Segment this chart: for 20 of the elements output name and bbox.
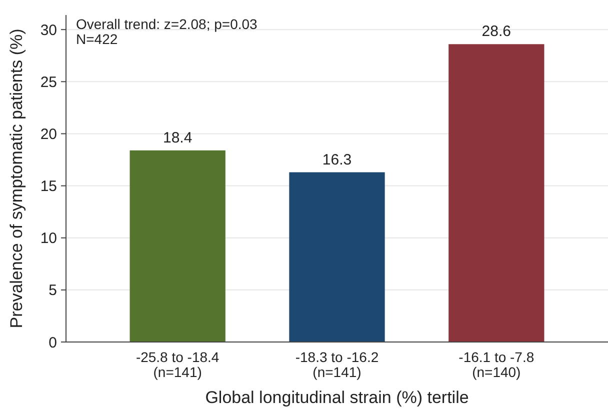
x-axis-title: Global longitudinal strain (%) tertile bbox=[205, 388, 469, 407]
y-tick-label: 30 bbox=[40, 22, 57, 39]
x-tick-label: -25.8 to -18.4 (n=141) bbox=[136, 349, 220, 380]
y-tick-label: 25 bbox=[40, 74, 57, 91]
annotation: N=422 bbox=[76, 31, 118, 47]
x-tick-label: -16.1 to -7.8 (n=140) bbox=[458, 349, 534, 380]
annotation: Overall trend: z=2.08; p=0.03 bbox=[76, 16, 258, 32]
y-axis-title: Prevalence of symptomatic patients (%) bbox=[7, 28, 26, 328]
y-tick-label: 0 bbox=[48, 334, 57, 352]
x-tick-label: -18.3 to -16.2 (n=141) bbox=[295, 349, 379, 380]
y-tick-label: 15 bbox=[40, 178, 57, 196]
bar bbox=[289, 172, 385, 342]
data-label: 16.3 bbox=[322, 151, 352, 168]
bar bbox=[448, 44, 544, 342]
data-label: 18.4 bbox=[162, 129, 192, 146]
y-tick-label: 10 bbox=[40, 230, 57, 248]
y-tick-label: 5 bbox=[48, 282, 57, 300]
y-tick-label: 20 bbox=[40, 126, 57, 143]
data-label: 28.6 bbox=[482, 23, 512, 40]
bar bbox=[130, 150, 226, 342]
